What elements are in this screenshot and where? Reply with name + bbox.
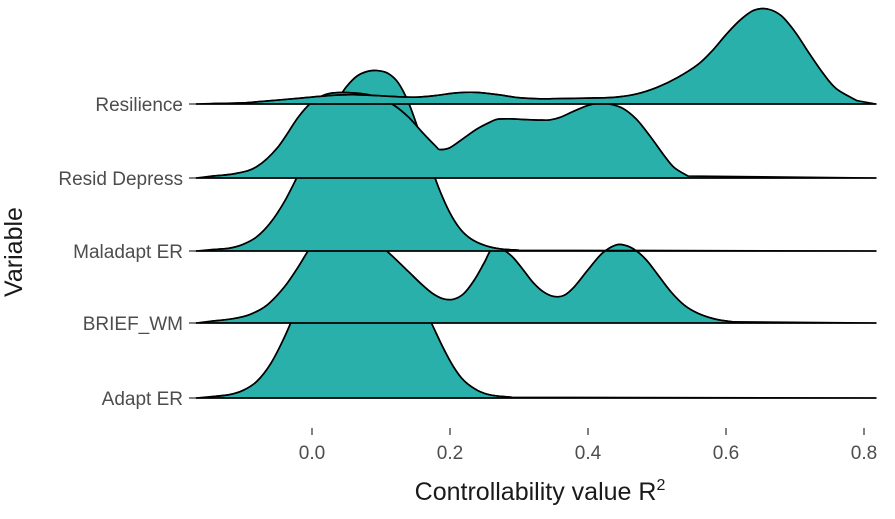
ridge-outline [211, 69, 520, 252]
x-axis-label-0-8: 0.8 [851, 443, 877, 464]
x-axis-tick-labels-group: 0.0 0.2 0.4 0.6 0.8 [299, 443, 877, 464]
x-axis-title-base: Controllability value R [415, 478, 657, 506]
ridge-fill [195, 7, 877, 105]
x-axis-label-0-4: 0.4 [575, 443, 602, 464]
y-axis-label-resilience: Resilience [95, 95, 183, 116]
x-axis-title: Controllability value R2 [415, 477, 666, 506]
x-axis-title-exponent: 2 [656, 477, 665, 494]
y-axis-label-maladapt-er: Maladapt ER [73, 242, 183, 263]
y-axis-label-resid-depress: Resid Depress [58, 169, 183, 190]
y-axis-label-adapt-er: Adapt ER [102, 389, 183, 410]
y-axis-ticks-group [189, 103, 196, 399]
density-ridge-resilience [195, 7, 877, 105]
x-axis-ticks-group [311, 428, 865, 435]
y-axis-title: Variable [0, 207, 28, 297]
x-axis-label-0-0: 0.0 [299, 443, 325, 464]
x-axis-label-0-2: 0.2 [437, 443, 463, 464]
density-ridges-group [195, 7, 877, 399]
ridge-outline [211, 7, 858, 105]
ridge-fill [195, 91, 877, 179]
x-axis-label-0-6: 0.6 [713, 443, 739, 464]
y-axis-label-brief-wm: BRIEF_WM [83, 314, 183, 335]
density-ridge-resid-depress [195, 91, 877, 179]
y-axis-tick-labels-group: Resilience Resid Depress Maladapt ER BRIEF_… [58, 95, 183, 410]
